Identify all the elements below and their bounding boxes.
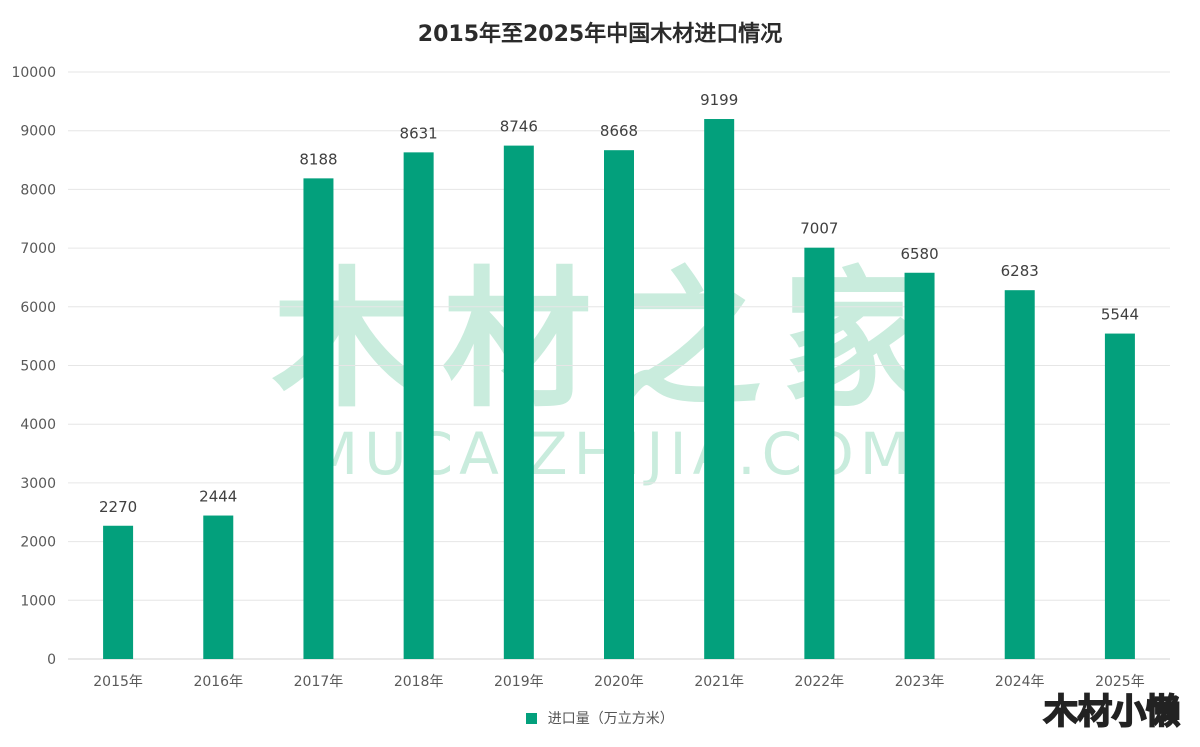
bar — [103, 525, 134, 659]
y-axis: 0 1000 2000 3000 4000 5000 6000 7000 8000 9000 100… — [11, 65, 56, 668]
bar — [303, 178, 334, 660]
x-tick-label: 2022年 — [795, 674, 845, 690]
x-tick-label: 2016年 — [193, 674, 243, 690]
x-tick-label: 2023年 — [895, 674, 945, 690]
y-tick-label: 7000 — [20, 241, 56, 257]
bar — [503, 145, 534, 659]
data-label: 8746 — [500, 118, 538, 136]
bar — [1104, 333, 1135, 659]
data-label: 6580 — [900, 245, 938, 263]
chart-title: 2015年至2025年中国木材进口情况 — [417, 22, 783, 47]
y-tick-label: 4000 — [20, 417, 56, 433]
data-label: 8188 — [299, 150, 337, 168]
y-tick-label: 0 — [47, 652, 56, 668]
legend-label: 进口量（万立方米） — [547, 711, 674, 727]
x-axis: 2015年 2016年 2017年 2018年 2019年 2020年 2021年 2022年… — [93, 674, 1144, 690]
bar — [704, 119, 735, 660]
y-tick-label: 5000 — [20, 359, 56, 375]
bar — [1004, 290, 1035, 659]
y-tick-label: 9000 — [20, 124, 56, 140]
y-tick-label: 8000 — [20, 182, 56, 198]
data-label: 2270 — [99, 498, 137, 516]
corner-watermark: 木材小懒 — [1043, 691, 1181, 733]
x-tick-label: 2020年 — [594, 674, 644, 690]
x-tick-label: 2025年 — [1095, 674, 1145, 690]
y-tick-label: 3000 — [20, 476, 56, 492]
data-label: 8631 — [400, 124, 438, 142]
x-tick-label: 2015年 — [93, 674, 143, 690]
x-tick-label: 2019年 — [494, 674, 544, 690]
data-labels: 2270 2444 8188 8631 8746 8668 9199 7007 6580 6283… — [99, 91, 1139, 516]
data-label: 7007 — [800, 220, 838, 238]
data-label: 6283 — [1001, 262, 1039, 280]
y-tick-label: 6000 — [20, 300, 56, 316]
legend-swatch — [526, 713, 538, 724]
y-tick-label: 1000 — [20, 593, 56, 609]
x-tick-label: 2018年 — [394, 674, 444, 690]
bar — [804, 247, 835, 660]
bar — [203, 515, 234, 659]
data-label: 8668 — [600, 122, 638, 140]
bar — [604, 150, 634, 659]
bars — [103, 119, 1135, 660]
bar — [904, 272, 935, 659]
bar — [403, 152, 434, 660]
x-tick-label: 2017年 — [294, 674, 344, 690]
x-tick-label: 2024年 — [995, 674, 1045, 690]
data-label: 5544 — [1101, 306, 1139, 324]
x-tick-label: 2021年 — [694, 674, 744, 690]
legend: 进口量（万立方米） — [0, 708, 1200, 728]
data-label: 2444 — [199, 488, 237, 506]
y-tick-label: 2000 — [20, 535, 56, 551]
data-label: 9199 — [700, 91, 738, 109]
y-tick-label: 10000 — [11, 65, 56, 81]
